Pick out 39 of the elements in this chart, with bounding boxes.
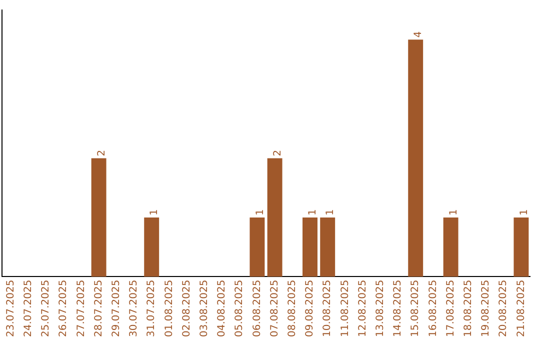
x-tick-label: 31.07.2025: [146, 280, 158, 338]
x-tick-label: 05.08.2025: [234, 280, 246, 338]
x-tick-label: 13.08.2025: [374, 280, 386, 338]
x-tick-label: 21.08.2025: [516, 280, 527, 338]
x-tick-label: 24.07.2025: [22, 280, 34, 338]
x-tick-label: 25.07.2025: [40, 280, 52, 338]
data-label: 2: [272, 150, 284, 156]
data-label: 4: [413, 31, 424, 38]
data-label: 1: [308, 209, 319, 216]
x-tick-label: 15.08.2025: [410, 280, 422, 338]
x-tick-label: 17.08.2025: [445, 280, 456, 338]
x-tick-label: 23.07.2025: [5, 280, 16, 338]
x-tick-label: 16.08.2025: [428, 280, 439, 338]
x-tick-label: 20.08.2025: [498, 280, 510, 338]
x-tick-label: 01.08.2025: [164, 280, 175, 338]
x-tick-label: 29.07.2025: [110, 280, 122, 338]
x-tick-label: 08.08.2025: [286, 280, 298, 338]
data-label: 1: [149, 209, 160, 216]
x-tick-label: 11.08.2025: [340, 280, 351, 338]
data-label: 1: [325, 209, 336, 216]
x-tick-label: 02.08.2025: [181, 280, 192, 338]
data-label: 1: [448, 209, 460, 216]
x-tick-label: 03.08.2025: [198, 280, 210, 338]
x-tick-label: 04.08.2025: [216, 280, 228, 338]
x-tick-label: 18.08.2025: [462, 280, 474, 338]
x-tick-label: 19.08.2025: [480, 280, 492, 338]
x-tick-label: 10.08.2025: [322, 280, 334, 338]
data-label: 1: [254, 209, 266, 216]
x-tick-label: 28.07.2025: [93, 280, 104, 338]
x-tick-label: 14.08.2025: [392, 280, 404, 338]
data-label: 2: [96, 150, 108, 156]
x-tick-label: 12.08.2025: [357, 280, 368, 338]
x-tick-label: 26.07.2025: [58, 280, 70, 338]
data-label: 1: [518, 209, 530, 216]
x-tick-label: 30.07.2025: [128, 280, 140, 338]
x-tick-label: 09.08.2025: [304, 280, 316, 338]
x-tick-label: 06.08.2025: [252, 280, 263, 338]
x-tick-label: 07.08.2025: [269, 280, 280, 338]
x-tick-label: 27.07.2025: [76, 280, 87, 338]
